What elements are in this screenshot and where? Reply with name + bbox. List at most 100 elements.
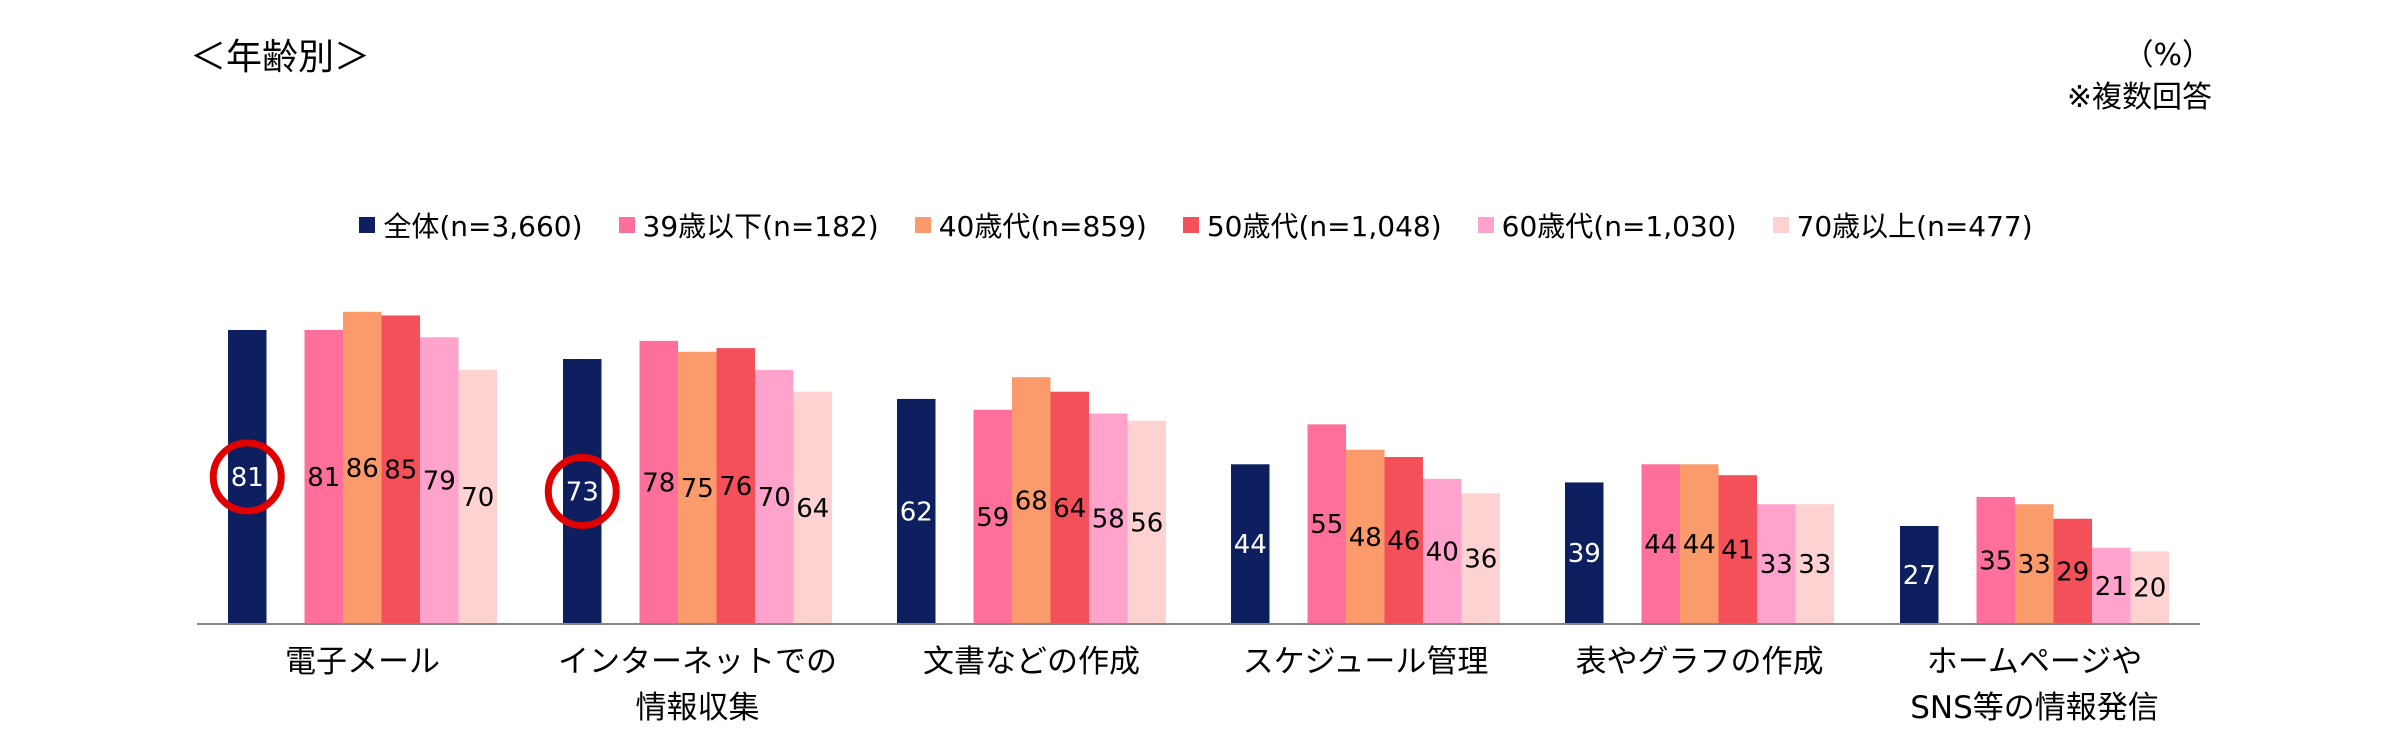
legend-item-3: 50歳代(n=1,048): [1182, 205, 1442, 245]
legend: 全体(n=3,660) 39歳以下(n=182) 40歳代(n=859) 50歳…: [0, 205, 2392, 245]
category-label-3-0: スケジュール管理: [1243, 644, 1489, 680]
legend-label-4: 60歳代(n=1,030): [1501, 210, 1737, 243]
bar-4-4: [1757, 504, 1796, 624]
category-label-1-0: インターネットでの: [558, 644, 837, 680]
data-label-3-2: 48: [1349, 523, 1382, 553]
bar-2-2: [1012, 377, 1051, 624]
bar-1-2: [678, 351, 717, 624]
data-label-4-1: 44: [1644, 530, 1677, 560]
bar-2-1: [973, 409, 1012, 624]
bar-5-3: [2053, 518, 2092, 624]
legend-label-0: 全体(n=3,660): [383, 210, 583, 243]
bar-0-3: [381, 315, 420, 624]
data-label-2-4: 58: [1092, 505, 1125, 535]
unit-label: （%）: [2123, 38, 2212, 73]
data-label-1-1: 78: [642, 468, 675, 498]
bar-3-5: [1461, 493, 1500, 624]
data-label-4-0: 39: [1568, 539, 1601, 569]
legend-swatch-4: [1477, 217, 1494, 233]
data-label-1-3: 76: [719, 472, 752, 502]
bar-2-4: [1089, 413, 1128, 624]
legend-swatch-5: [1772, 217, 1789, 233]
data-label-1-2: 75: [681, 474, 714, 504]
bar-1-5: [793, 391, 832, 624]
data-label-0-2: 86: [346, 454, 379, 484]
bar-4-5: [1795, 504, 1834, 624]
data-label-0-3: 85: [384, 456, 417, 486]
data-label-5-1: 35: [1979, 546, 2012, 576]
bar-0-2: [343, 311, 382, 624]
category-label-2-0: 文書などの作成: [923, 644, 1140, 680]
data-label-3-3: 46: [1387, 527, 1420, 557]
data-label-0-0: 81: [231, 463, 264, 493]
note-label: ※複数回答: [2066, 80, 2212, 115]
bar-3-1: [1307, 424, 1346, 624]
bar-3-3: [1384, 457, 1423, 624]
bar-1-3: [716, 348, 755, 624]
bar-0-4: [420, 337, 459, 624]
data-label-5-0: 27: [1903, 561, 1936, 591]
legend-swatch-3: [1182, 217, 1199, 233]
data-label-2-1: 59: [976, 503, 1009, 533]
data-label-4-5: 33: [1798, 550, 1831, 580]
bar-4-3: [1718, 475, 1757, 624]
data-label-3-5: 36: [1464, 545, 1497, 575]
data-label-5-3: 29: [2056, 557, 2089, 587]
legend-label-3: 50歳代(n=1,048): [1206, 210, 1442, 243]
legend-swatch-0: [359, 217, 376, 233]
bar-2-0: [897, 398, 936, 624]
legend-item-1: 39歳以下(n=182): [618, 205, 879, 245]
data-label-0-1: 81: [307, 463, 340, 493]
legend-item-2: 40歳代(n=859): [914, 205, 1147, 245]
legend-item-0: 全体(n=3,660): [359, 205, 583, 245]
legend-label-2: 40歳代(n=859): [938, 210, 1147, 243]
data-label-5-4: 21: [2095, 572, 2128, 602]
data-label-1-4: 70: [758, 483, 791, 513]
category-label-1-1: 情報収集: [636, 690, 760, 726]
bar-5-4: [2092, 547, 2131, 624]
data-label-2-3: 64: [1053, 494, 1086, 524]
data-label-3-4: 40: [1426, 537, 1459, 567]
data-label-0-4: 79: [423, 467, 456, 497]
data-label-3-0: 44: [1234, 530, 1267, 560]
data-label-2-2: 68: [1015, 487, 1048, 517]
bar-1-4: [755, 369, 794, 624]
bar-2-3: [1050, 391, 1089, 624]
data-label-1-5: 64: [796, 494, 829, 524]
bar-4-2: [1680, 464, 1719, 624]
category-label-0-0: 電子メール: [285, 644, 440, 680]
legend-item-5: 70歳以上(n=477): [1772, 205, 2033, 245]
data-label-4-4: 33: [1760, 550, 1793, 580]
data-label-2-0: 62: [900, 497, 933, 527]
bar-4-0: [1565, 482, 1604, 624]
data-label-5-2: 33: [2018, 550, 2051, 580]
bar-3-0: [1231, 464, 1270, 624]
category-label-4-0: 表やグラフの作成: [1576, 644, 1824, 680]
data-label-4-2: 44: [1683, 530, 1716, 560]
legend-label-5: 70歳以上(n=477): [1796, 210, 2033, 243]
data-label-2-5: 56: [1130, 508, 1163, 538]
bar-0-1: [304, 329, 343, 624]
category-label-5-0: ホームページや: [1927, 644, 2142, 680]
bar-1-0: [563, 359, 602, 624]
data-label-5-5: 20: [2133, 574, 2166, 604]
bar-5-5: [2130, 551, 2169, 624]
highlight-circle-0: [209, 439, 285, 515]
legend-swatch-1: [618, 217, 635, 233]
chart-title: ＜年齢別＞: [190, 37, 371, 78]
data-label-4-3: 41: [1721, 536, 1754, 566]
legend-item-4: 60歳代(n=1,030): [1477, 205, 1737, 245]
bar-0-5: [458, 369, 497, 624]
bar-3-4: [1423, 478, 1462, 624]
bar-5-1: [1976, 496, 2015, 624]
data-label-1-0: 73: [566, 478, 599, 508]
highlight-circle-1: [544, 454, 620, 530]
bar-0-0: [228, 329, 267, 624]
legend-label-1: 39歳以下(n=182): [642, 210, 879, 243]
data-label-3-1: 55: [1310, 510, 1343, 540]
bar-5-2: [2015, 504, 2054, 624]
data-label-0-5: 70: [461, 483, 494, 513]
category-label-5-1: SNS等の情報発信: [1910, 690, 2159, 726]
bar-1-1: [639, 340, 678, 624]
bar-2-5: [1127, 420, 1166, 624]
